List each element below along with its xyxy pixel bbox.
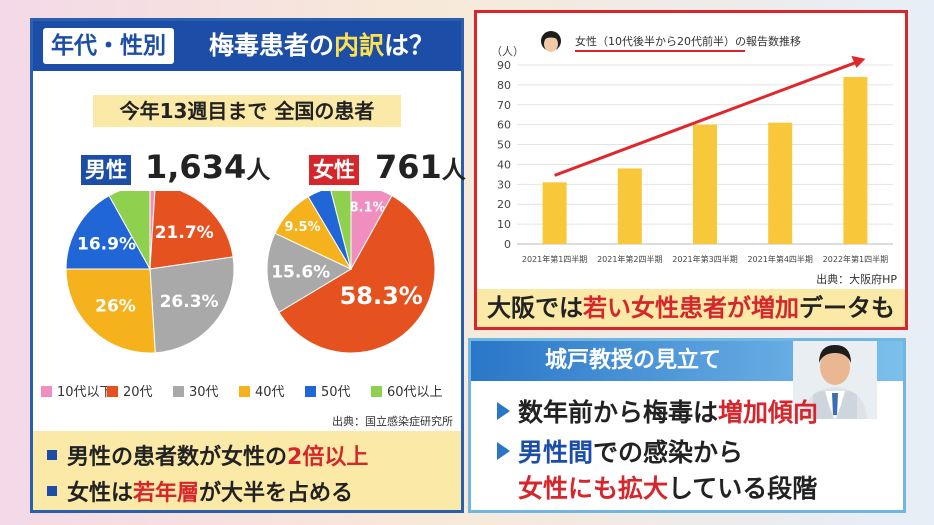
osaka-bar-chart: 女性（10代後半から20代前半）の報告数推移 （人） 0 10 20 30 40 50 60 70… — [491, 31, 897, 286]
pie0-slice-5 — [108, 191, 151, 271]
opinion-bullet-1: 数年前から梅毒は増加傾向 — [497, 393, 818, 429]
legend-swatch — [371, 386, 382, 397]
left-panel-title: 梅毒患者の内訳は？ — [209, 31, 435, 60]
age-sex-breakdown-panel: 年代・性別 梅毒患者の内訳は？ 今年13週目まで 全国の患者 男性 1,634人… — [30, 18, 466, 513]
legend-item: 20代 — [107, 383, 153, 403]
chart-source-note: 出典：大阪府HP — [816, 272, 897, 286]
opinion-bullet-2: 男性間での感染から — [497, 433, 743, 469]
y-tick-label: 70 — [497, 99, 511, 112]
legend-item: 40代 — [239, 383, 285, 403]
pie0-label-3: 26% — [95, 297, 136, 317]
category-tag: 年代・性別 — [43, 28, 174, 64]
pie0-slice-3 — [65, 268, 156, 354]
pie0-label-4: 16.9% — [77, 235, 136, 255]
male-label: 男性 — [81, 155, 131, 185]
legend-item: 50代 — [305, 383, 351, 403]
y-tick-label: 80 — [497, 79, 511, 92]
bar-2 — [693, 124, 717, 244]
y-tick-label: 0 — [504, 238, 511, 251]
professor-portrait-icon — [793, 341, 877, 419]
pie1-label-2: 15.6% — [271, 263, 330, 283]
pie-charts: 21.7% 26.3% 26% 16.9% 8.1% 58.3% 15.6% 9.5% — [65, 191, 436, 354]
pie1-label-0: 8.1% — [349, 201, 385, 216]
legend-label: 10代以下 — [57, 385, 113, 400]
legend-label: 50代 — [321, 385, 351, 400]
left-summary-box: 男性の患者数が女性の2倍以上 女性は若年層が大半を占める — [33, 431, 461, 510]
y-tick-label: 40 — [497, 158, 511, 171]
y-axis-label: （人） — [491, 45, 524, 58]
x-tick-label-4: 2022年第1四半期 — [823, 254, 888, 264]
legend-label: 20代 — [123, 385, 153, 400]
legend-item: 60代以上 — [371, 383, 443, 403]
woman-face-icon — [541, 31, 561, 52]
bar-3 — [768, 122, 793, 244]
y-tick-label: 10 — [497, 218, 511, 231]
pie1-slice-4 — [307, 191, 352, 270]
y-tick-label: 90 — [497, 59, 511, 72]
bar-1 — [617, 168, 642, 244]
female-count: 761人 — [375, 148, 466, 186]
pie0-slice-4 — [65, 194, 151, 270]
period-label: 今年13週目まで 全国の患者 — [119, 99, 375, 123]
trend-arrow-head — [851, 55, 866, 68]
pie1-label-3: 9.5% — [284, 220, 320, 235]
pie1-slice-1 — [278, 194, 436, 354]
legend-swatch — [305, 386, 316, 397]
x-tick-label-0: 2021年第1四半期 — [522, 254, 587, 264]
legend-swatch — [107, 386, 118, 397]
legend-label: 40代 — [255, 385, 285, 400]
legend-swatch — [173, 386, 184, 397]
y-tick-label: 60 — [497, 119, 511, 132]
professor-opinion-panel: 城戸教授の見立て 数年前から梅毒は増加傾向 男性間での感染から 女性にも拡大して… — [468, 338, 906, 513]
left-source-note: 出典：国立感染症研究所 — [332, 415, 453, 428]
age-legend: 10代以下 20代 30代 40代 50代 60代以上 — [41, 383, 469, 403]
x-tick-label-3: 2021年第4四半期 — [747, 254, 812, 264]
chart-caption: 大阪では若い女性患者が増加データも — [487, 294, 895, 322]
x-tick-label-1: 2021年第2四半期 — [597, 254, 662, 264]
legend-label: 60代以上 — [387, 385, 443, 400]
legend-label: 30代 — [189, 385, 219, 400]
opinion-bullet-2-line-2: 女性にも拡大している段階 — [518, 474, 818, 503]
summary-bullet-2: 女性は若年層が大半を占める — [47, 475, 353, 507]
legend-swatch — [41, 386, 52, 397]
chart-caption-box: 大阪では若い女性患者が増加データも — [477, 289, 905, 327]
pie0-slice-2 — [149, 256, 235, 354]
trend-arrow — [554, 60, 858, 177]
y-tick-label: 50 — [497, 139, 511, 152]
legend-item: 30代 — [173, 383, 219, 403]
pie1-slice-5 — [330, 191, 352, 270]
left-panel-header: 年代・性別 梅毒患者の内訳は？ — [33, 21, 461, 71]
x-tick-label-2: 2021年第3四半期 — [672, 254, 737, 264]
pie0-slice-1 — [149, 191, 234, 270]
y-tick-label: 20 — [497, 198, 511, 211]
legend-swatch — [239, 386, 250, 397]
pie0-label-2: 26.3% — [160, 292, 219, 312]
summary-bullet-1: 男性の患者数が女性の2倍以上 — [47, 439, 368, 471]
pie0-label-1: 21.7% — [155, 223, 214, 243]
male-count: 1,634人 — [145, 148, 271, 186]
legend-item: 10代以下 — [41, 383, 113, 403]
bar-4 — [843, 76, 868, 244]
female-label: 女性 — [309, 155, 359, 185]
pie1-slice-2 — [266, 232, 353, 313]
bar-0 — [542, 182, 567, 244]
pie1-label-1: 58.3% — [340, 282, 423, 310]
opinion-title: 城戸教授の見立て — [545, 348, 722, 373]
y-tick-label: 30 — [497, 178, 511, 191]
osaka-chart-panel: 女性（10代後半から20代前半）の報告数推移 （人） 0 10 20 30 40 50 60 70… — [474, 10, 908, 330]
chart-title: 女性（10代後半から20代前半）の報告数推移 — [575, 34, 801, 48]
